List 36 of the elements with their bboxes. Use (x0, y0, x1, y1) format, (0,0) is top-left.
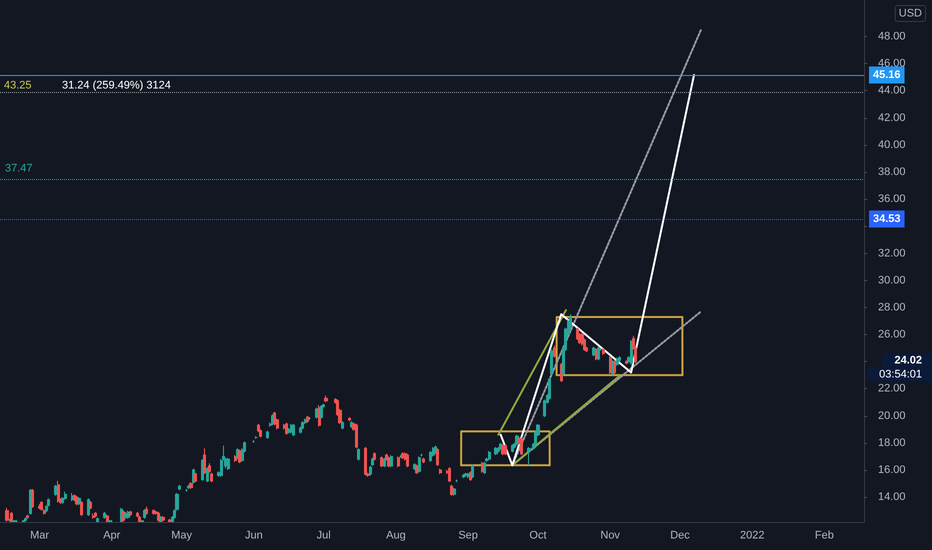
y-tick-label: 16.00 (878, 464, 906, 476)
y-tick-label: 40.00 (878, 138, 906, 151)
annotation: 43.25 (4, 80, 32, 92)
ref-line-label: 37.47 (5, 162, 33, 175)
y-tick-label: 20.00 (878, 410, 906, 422)
ref-line-label: 45.16 (873, 69, 901, 82)
ref-line-label: 34.53 (873, 213, 901, 226)
x-tick-label: Sep (458, 530, 478, 542)
x-tick-label: 2022 (740, 530, 764, 542)
y-tick-label: 38.00 (878, 166, 906, 178)
y-tick-label: 46.00 (878, 58, 906, 70)
x-tick-label: May (171, 530, 193, 542)
y-tick-label: 44.00 (878, 84, 906, 97)
text: USD (898, 8, 922, 20)
x-tick-label: Dec (670, 530, 690, 542)
annotation: 31.24 (259.49%) 3124 (62, 80, 171, 92)
x-tick-label: Jun (244, 530, 263, 542)
y-tick-label: 42.00 (878, 112, 906, 124)
y-tick-label: 28.00 (878, 301, 906, 314)
y-tick-label: 30.00 (878, 274, 906, 286)
y-tick-label: 22.00 (878, 382, 906, 395)
y-tick-label: 36.00 (878, 193, 906, 206)
x-tick-label: Apr (103, 530, 121, 542)
y-tick-label: 26.00 (878, 328, 906, 341)
x-tick-label: Mar (30, 530, 50, 542)
text: 24.02 (894, 354, 922, 366)
text: 03:54:01 (879, 368, 922, 380)
y-tick-label: 32.00 (878, 247, 906, 260)
x-tick-label: Aug (386, 530, 406, 542)
y-tick-label: 18.00 (878, 436, 906, 449)
y-tick-label: 48.00 (878, 30, 906, 43)
y-tick-label: 14.00 (878, 491, 906, 504)
x-tick-label: Feb (814, 530, 834, 542)
x-tick-label: Jul (316, 530, 331, 542)
x-tick-label: Oct (529, 530, 547, 542)
x-tick-label: Nov (600, 530, 620, 542)
